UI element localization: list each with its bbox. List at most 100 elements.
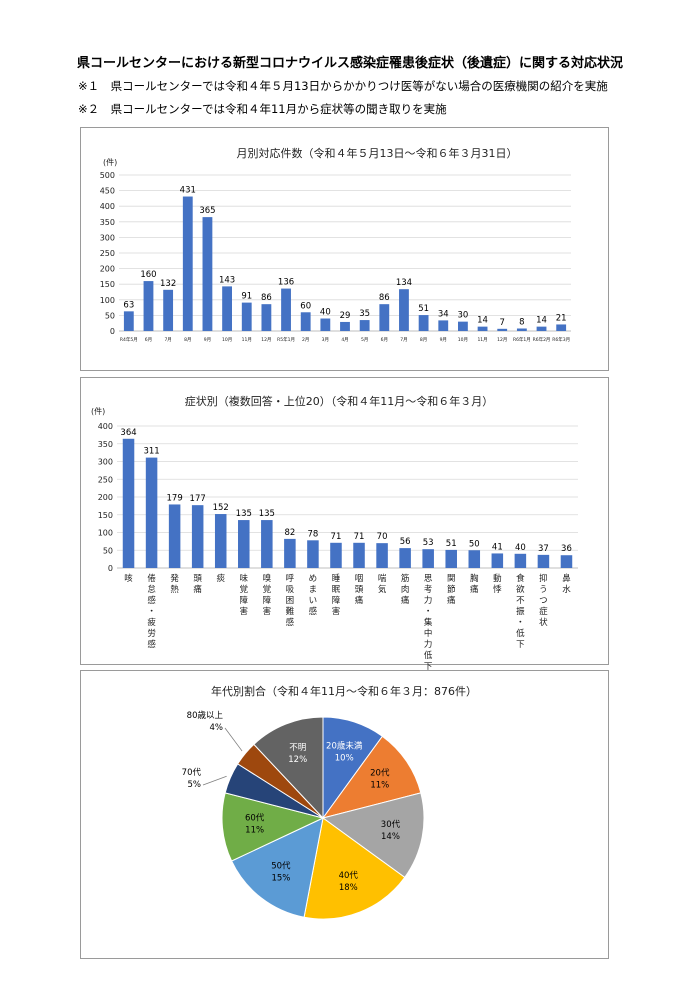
bar [537,554,550,568]
bar [491,553,504,568]
data-label: 152 [213,503,229,513]
x-tick-label: 頭痛 [193,574,202,595]
bar [261,520,273,568]
bar [145,457,158,568]
y-axis-label: (件) [91,406,105,416]
pie-label-name: 70代 [182,767,202,778]
x-tick-label: 11月 [242,337,252,343]
data-label: 21 [556,313,567,323]
data-label: 86 [261,293,272,303]
y-axis-label: (件) [103,157,117,167]
x-tick-label: R5年1月 [277,336,295,343]
x-tick-label: 9月 [204,337,211,343]
pie-label-pct: 15% [271,873,290,883]
bar [477,326,488,331]
x-tick-label: 6月 [145,337,152,343]
data-label: 91 [241,292,252,302]
x-tick-label: 12月 [497,337,507,343]
y-tick-label: 50 [103,546,113,555]
data-label: 36 [561,544,572,554]
y-tick-label: 500 [100,171,115,180]
x-tick-label: 咳 [124,573,133,584]
pie-slice [321,792,425,879]
x-tick-label: 12月 [261,337,271,343]
pie-slice [303,817,406,920]
x-tick-label: 8月 [420,337,427,343]
x-tick-label: 11月 [477,337,487,343]
pie-label-name: 60代 [245,812,265,823]
y-tick-label: 300 [98,458,113,467]
y-tick-label: 100 [98,529,113,538]
pie-label-name: 20代 [370,767,390,778]
pie-label-pct: 4% [210,723,224,733]
x-tick-label: 8月 [184,337,191,343]
bar [261,304,272,331]
bar [516,328,527,331]
pie-label: 30代 14% [381,819,401,842]
bar [238,520,250,568]
bar [222,286,232,331]
data-label: 132 [160,279,176,289]
x-tick-label: 2月 [302,337,309,343]
data-label: 41 [492,542,503,552]
data-label: 82 [284,528,295,538]
x-tick-label: 鼻水 [562,573,571,595]
y-tick-label: 250 [98,475,113,484]
x-tick-label: 呼吸困難感 [286,573,295,628]
bar [458,321,468,331]
note-2: ※２ 県コールセンターでは令和４年11月から症状等の聞き取りを実施 [78,102,447,116]
pie-label-pct: 12% [288,755,307,765]
y-tick-label: 200 [100,265,115,274]
bar [182,196,193,331]
x-tick-label: 3月 [322,337,329,343]
bar [497,328,508,331]
x-tick-label: 味覚障害 [240,573,249,617]
x-tick-label: 睡眠障害 [332,574,341,617]
x-tick-label: 10月 [458,337,468,343]
data-label: 56 [400,537,411,547]
x-tick-label: 9月 [440,337,447,343]
bar [163,289,174,331]
bar [359,320,370,331]
data-label: 71 [331,532,342,542]
bar [284,538,296,568]
bar [307,540,319,568]
data-label: 40 [320,308,331,318]
leader-line [224,727,243,752]
bar [560,555,573,568]
chart-title: 症状別（複数回答・上位20）（令和４年11月～令和６年３月） [185,394,494,408]
data-label: 14 [536,316,547,326]
x-tick-label: 喘気 [378,573,387,595]
leader-line [202,775,227,786]
data-label: 51 [418,304,429,314]
y-tick-label: 350 [98,440,113,449]
x-tick-label: R4年5月 [120,336,138,343]
data-label: 63 [123,300,134,310]
x-tick-label: 7月 [164,337,171,343]
data-label: 35 [359,309,370,319]
x-tick-label: 6月 [381,337,388,343]
symptom-chart: 症状別（複数回答・上位20）（令和４年11月～令和６年３月） (件) 0 50 100 1… [91,394,578,672]
monthly-chart: 月別対応件数（令和４年５月13日～令和６年３月31日） (件) 0 50 100 150 2… [100,146,571,343]
pie-label: 20代 11% [370,767,390,790]
pie-label: 80歳以上 4% [187,710,224,733]
data-label: 8 [519,318,524,328]
pie-label-pct: 5% [188,780,202,790]
bar [445,549,457,568]
y-tick-label: 200 [98,493,113,502]
bar [353,542,365,568]
data-label: 37 [538,544,549,554]
x-tick-label: 筋肉痛 [401,573,410,606]
x-tick-label: 思考力・集中力低下 [424,574,433,672]
data-label: 431 [180,186,196,196]
bar [556,324,567,331]
y-tick-label: 0 [108,564,113,573]
data-label: 29 [340,311,351,321]
bar [191,505,204,568]
pie-label-name: 30代 [381,819,401,830]
data-label: 60 [300,301,311,311]
pie-label: 40代 18% [339,870,359,893]
data-label: 51 [446,539,457,549]
bar [438,320,449,331]
data-label: 34 [438,309,449,319]
